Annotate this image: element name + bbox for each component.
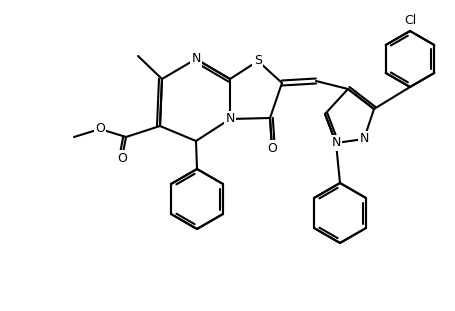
Text: O: O xyxy=(267,142,276,155)
Text: N: N xyxy=(225,113,234,126)
Text: O: O xyxy=(117,151,126,165)
Text: Cl: Cl xyxy=(403,15,415,27)
Text: N: N xyxy=(359,132,368,146)
Text: S: S xyxy=(253,54,262,67)
Text: N: N xyxy=(331,137,340,150)
Text: O: O xyxy=(95,123,105,136)
Text: N: N xyxy=(191,53,200,66)
